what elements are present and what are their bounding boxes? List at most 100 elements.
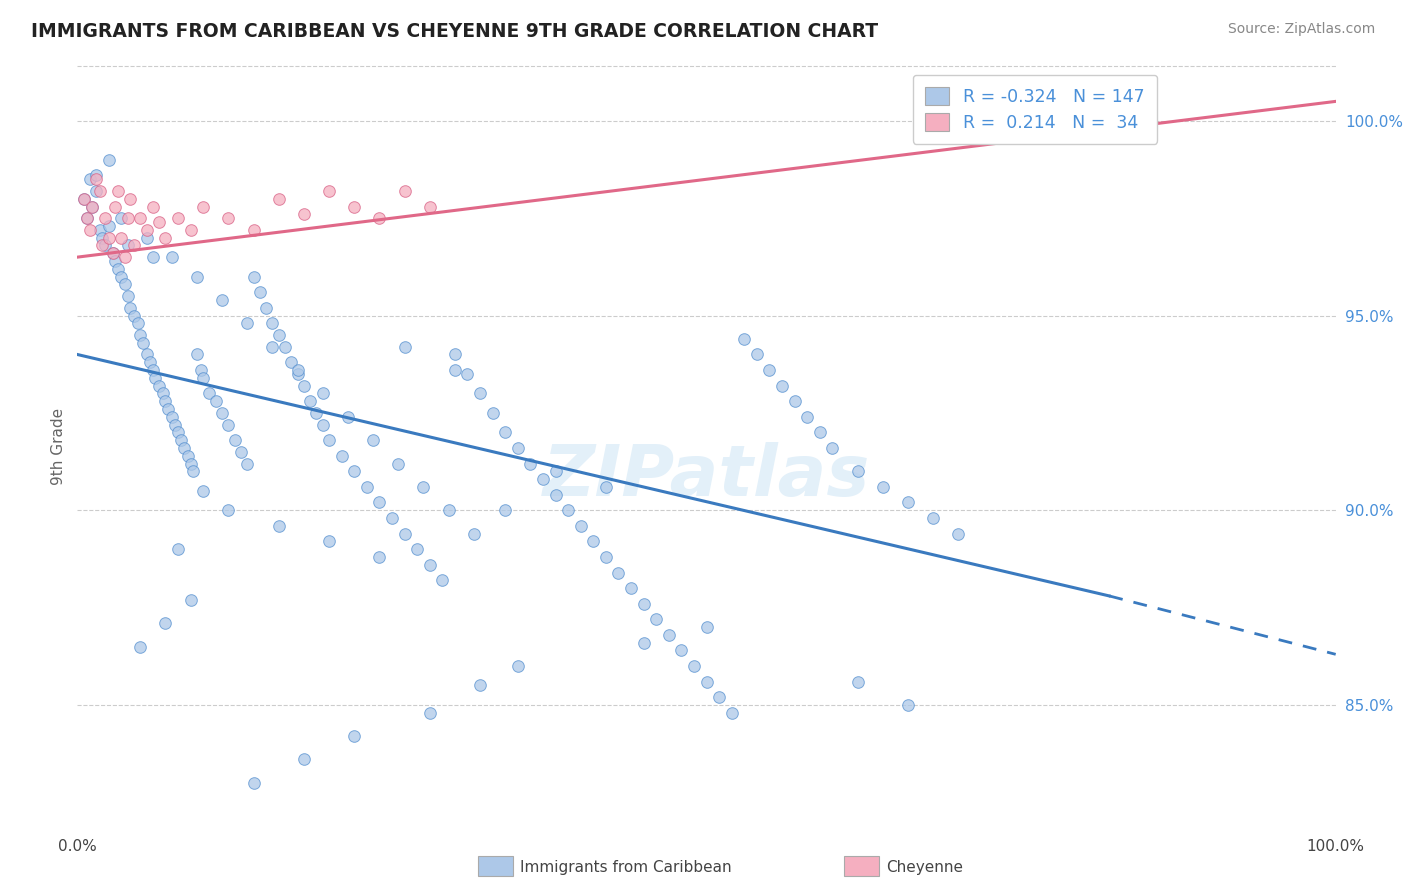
Point <box>607 566 630 580</box>
Point <box>217 417 239 432</box>
Point <box>846 674 869 689</box>
Point <box>544 464 567 478</box>
Point <box>419 200 441 214</box>
Point <box>89 184 111 198</box>
Point <box>312 386 335 401</box>
Point <box>292 752 315 766</box>
Point <box>173 441 195 455</box>
Point <box>620 581 643 595</box>
Point <box>361 433 384 447</box>
Text: Source: ZipAtlas.com: Source: ZipAtlas.com <box>1227 22 1375 37</box>
Point <box>299 394 322 409</box>
Text: IMMIGRANTS FROM CARIBBEAN VS CHEYENNE 9TH GRADE CORRELATION CHART: IMMIGRANTS FROM CARIBBEAN VS CHEYENNE 9T… <box>31 22 879 41</box>
Point <box>770 378 793 392</box>
Point <box>135 223 157 237</box>
Point <box>506 659 529 673</box>
Point <box>79 223 101 237</box>
Point <box>104 200 127 214</box>
Point <box>135 230 157 244</box>
Point <box>191 371 215 385</box>
Point <box>330 449 353 463</box>
Point <box>305 406 328 420</box>
Point <box>72 192 94 206</box>
Point <box>463 526 485 541</box>
Point <box>318 433 340 447</box>
Point <box>181 464 204 478</box>
Point <box>557 503 579 517</box>
Point <box>280 355 302 369</box>
Point <box>186 269 208 284</box>
Point <box>229 445 252 459</box>
Point <box>72 192 94 206</box>
Point <box>745 347 768 361</box>
Point <box>381 511 404 525</box>
Point <box>155 394 177 409</box>
Point <box>758 363 780 377</box>
Point <box>494 425 516 440</box>
Point <box>135 347 157 361</box>
Point <box>122 309 145 323</box>
Point <box>267 518 290 533</box>
Point <box>262 316 284 330</box>
Point <box>84 169 107 183</box>
Point <box>444 363 467 377</box>
Point <box>117 211 139 226</box>
Point <box>394 184 416 198</box>
Point <box>117 289 139 303</box>
Point <box>152 386 174 401</box>
Point <box>180 457 202 471</box>
Point <box>582 534 605 549</box>
Point <box>633 597 655 611</box>
Point <box>318 184 340 198</box>
Point <box>180 592 202 607</box>
Point <box>79 172 101 186</box>
Point <box>143 371 166 385</box>
Point <box>167 211 190 226</box>
Point <box>76 211 98 226</box>
Point <box>122 238 145 252</box>
Point <box>167 425 190 440</box>
Point <box>356 480 378 494</box>
Point <box>468 678 491 692</box>
Point <box>84 184 107 198</box>
Point <box>211 293 233 307</box>
Point <box>262 340 284 354</box>
Point <box>292 378 315 392</box>
Point <box>432 574 454 588</box>
Point <box>224 433 246 447</box>
Point <box>481 406 503 420</box>
Point <box>91 230 114 244</box>
Point <box>107 261 129 276</box>
Legend: R = -0.324   N = 147, R =  0.214   N =  34: R = -0.324 N = 147, R = 0.214 N = 34 <box>912 75 1157 144</box>
Point <box>456 367 478 381</box>
Point <box>120 301 142 315</box>
Point <box>82 200 104 214</box>
Point <box>318 534 340 549</box>
Point <box>129 211 152 226</box>
Point <box>107 184 129 198</box>
Point <box>287 363 309 377</box>
Point <box>412 480 434 494</box>
Point <box>595 549 617 564</box>
Point <box>101 246 124 260</box>
Point <box>633 635 655 649</box>
Point <box>274 340 297 354</box>
Point <box>519 457 541 471</box>
Point <box>84 172 107 186</box>
Text: Cheyenne: Cheyenne <box>886 860 963 874</box>
Point <box>155 230 177 244</box>
Point <box>97 219 120 233</box>
Point <box>720 706 742 720</box>
Point <box>132 335 155 350</box>
Point <box>846 464 869 478</box>
Point <box>468 386 491 401</box>
Point <box>406 542 429 557</box>
Point <box>211 406 233 420</box>
Point <box>733 332 755 346</box>
Point <box>267 328 290 343</box>
Point <box>129 640 152 654</box>
Point <box>94 211 117 226</box>
Point <box>117 238 139 252</box>
Text: ZIPatlas: ZIPatlas <box>543 442 870 511</box>
Point <box>180 223 202 237</box>
